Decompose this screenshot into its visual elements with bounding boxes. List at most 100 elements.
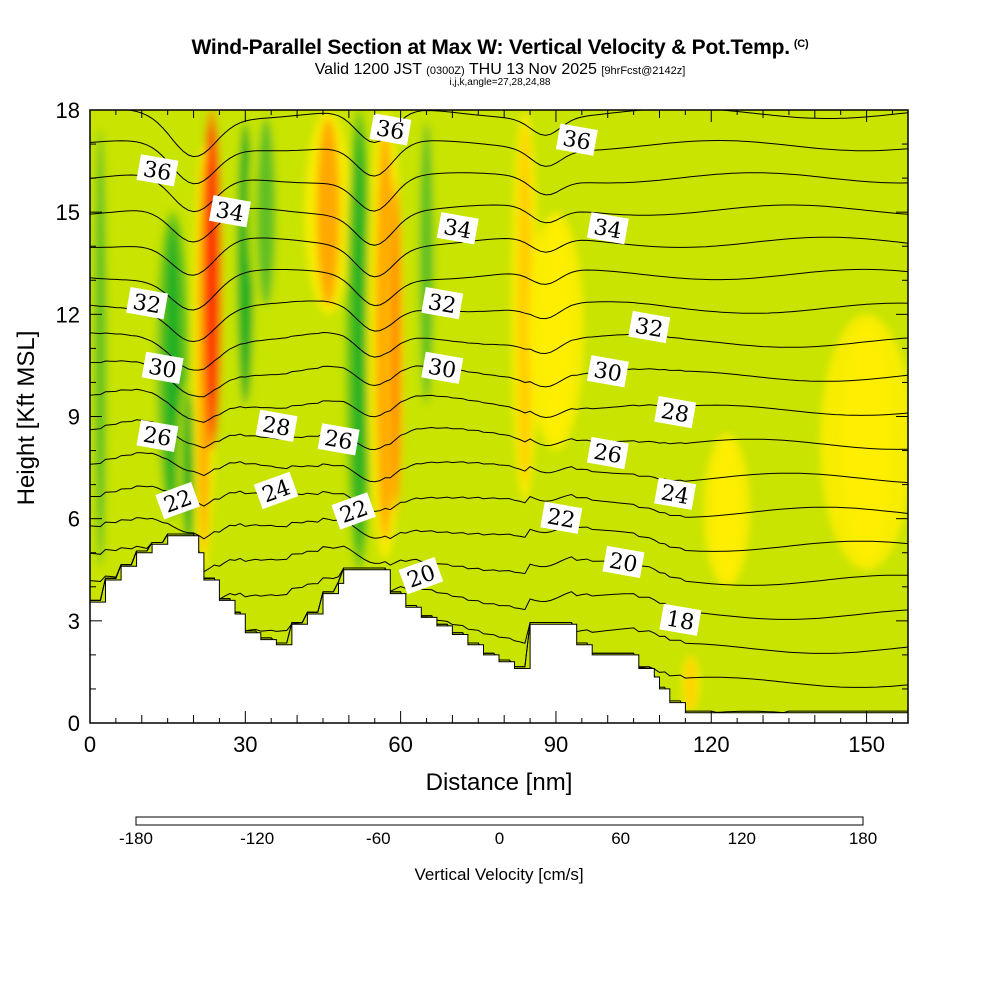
- contour-label-group: 28: [255, 409, 298, 442]
- contour-label-box: [255, 409, 298, 442]
- contour-label-box: [555, 123, 598, 156]
- theta-contour: [90, 268, 908, 311]
- contour-label: 34: [442, 215, 474, 244]
- contour-label: 26: [141, 423, 173, 452]
- contour-label-box: [155, 481, 200, 520]
- x-tick-label: 0: [84, 732, 96, 757]
- contour-label-box: [209, 195, 251, 228]
- x-axis-label: Distance [nm]: [426, 769, 573, 796]
- velocity-band: [419, 122, 434, 405]
- contour-label-box: [586, 212, 629, 245]
- theta-contour: [90, 172, 908, 213]
- velocity-band: [391, 191, 400, 506]
- contour-label: 36: [141, 157, 173, 186]
- contour-label-group: 36: [136, 154, 179, 187]
- y-tick-label: 0: [68, 711, 80, 736]
- plot-area: 36 34 36 36 34 34 32 32 32 30 30 30 28 28 26 26 26 24 24 22…: [90, 110, 908, 723]
- theta-contour: [90, 517, 908, 552]
- colorbar-tick-label: -120: [240, 829, 274, 848]
- contour-label: 26: [322, 426, 354, 455]
- contour-label-box: [126, 287, 169, 320]
- contour-label-group: 24: [253, 471, 299, 510]
- theta-contour: [90, 452, 908, 484]
- contour-label-box: [586, 355, 629, 388]
- velocity-band: [685, 657, 696, 711]
- theta-contour: [90, 419, 908, 451]
- contour-label-group: 32: [421, 287, 464, 320]
- chart-title-text: Wind-Parallel Section at Max W: Vertical…: [191, 36, 791, 59]
- contour-label: 22: [545, 504, 577, 533]
- valid-utc: (0300Z): [426, 65, 465, 77]
- contour-label-box: [331, 492, 376, 530]
- contour-label-group: 34: [209, 195, 251, 228]
- colorbar-tick-label: -60: [366, 829, 391, 848]
- contour-label-box: [253, 471, 299, 510]
- y-tick-label: 15: [56, 200, 80, 225]
- y-tick-label: 18: [56, 98, 80, 123]
- velocity-band: [352, 128, 366, 552]
- velocity-band: [541, 221, 570, 442]
- theta-contour: [90, 533, 908, 620]
- contour-label: 28: [659, 399, 691, 428]
- contour-label-group: 30: [421, 351, 464, 384]
- contour-label: 26: [592, 440, 624, 469]
- contour-label-group: 34: [586, 212, 629, 245]
- contour-labels: 36 34 36 36 34 34 32 32 32 30 30 30 28 28 26 26 26 24 24 22…: [126, 113, 702, 636]
- velocity-band: [182, 389, 195, 546]
- y-tick-label: 3: [68, 609, 80, 634]
- contour-label: 32: [426, 290, 458, 319]
- contour-label: 34: [214, 198, 246, 227]
- contour-label-box: [141, 351, 184, 384]
- contour-label-box: [586, 436, 629, 470]
- x-tick-label: 30: [233, 732, 257, 757]
- valid-date: THU 13 Nov 2025: [468, 61, 597, 78]
- x-tick-label: 120: [693, 732, 730, 757]
- contour-label-box: [628, 310, 671, 344]
- y-tick-label: 6: [68, 507, 80, 532]
- contour-label-group: 26: [586, 436, 629, 470]
- contour-label: 32: [633, 314, 665, 343]
- contour-label-box: [436, 212, 479, 245]
- velocity-band: [316, 118, 340, 307]
- colorbar-tick-label: 120: [728, 829, 756, 848]
- contour-label-box: [136, 154, 179, 187]
- contour-label-box: [659, 603, 702, 636]
- theta-contour: [90, 485, 908, 518]
- contour-label-group: 36: [555, 123, 598, 156]
- contour-label: 34: [592, 215, 624, 244]
- theta-contour: [90, 533, 908, 654]
- y-tick-label: 12: [56, 302, 80, 327]
- colorbar-tick-label: -180: [119, 829, 153, 848]
- contour-label: 30: [146, 355, 178, 384]
- contour-label-box: [602, 545, 645, 579]
- velocity-band: [462, 185, 474, 358]
- velocity-band: [256, 118, 276, 307]
- contour-label-box: [421, 287, 464, 320]
- contour-label-box: [421, 351, 464, 384]
- contour-label-box: [398, 556, 444, 595]
- contour-label-box: [654, 477, 697, 510]
- contour-label-group: 26: [136, 419, 179, 452]
- forecast-info: [9hrFcst@2142z]: [601, 65, 686, 77]
- contour-label-group: 22: [540, 501, 583, 534]
- colorbar-title: Vertical Velocity [cm/s]: [414, 865, 583, 884]
- y-axis-label: Height [Kft MSL]: [13, 331, 40, 506]
- colorbar: -180 -120 -60 0 60 120 180: [119, 816, 877, 848]
- contour-label-box: [654, 396, 697, 429]
- contour-label-group: 20: [602, 545, 645, 579]
- contour-label: 24: [659, 481, 691, 510]
- contour-label: 28: [260, 412, 292, 441]
- contour-label-group: 30: [141, 351, 184, 384]
- theta-contour: [90, 300, 908, 343]
- contour-label: 30: [592, 358, 624, 387]
- contour-label-group: 18: [659, 603, 702, 636]
- contour-label: 36: [374, 116, 406, 145]
- copyright-mark: (C): [793, 38, 809, 50]
- contour-label: 36: [561, 126, 593, 155]
- contour-label: 18: [664, 607, 696, 636]
- theta-contour: [90, 360, 908, 398]
- x-tick-label: 60: [388, 732, 412, 757]
- contour-label-group: 30: [586, 355, 629, 388]
- theta-contour: [90, 236, 908, 278]
- colorbar-frame: [135, 816, 864, 826]
